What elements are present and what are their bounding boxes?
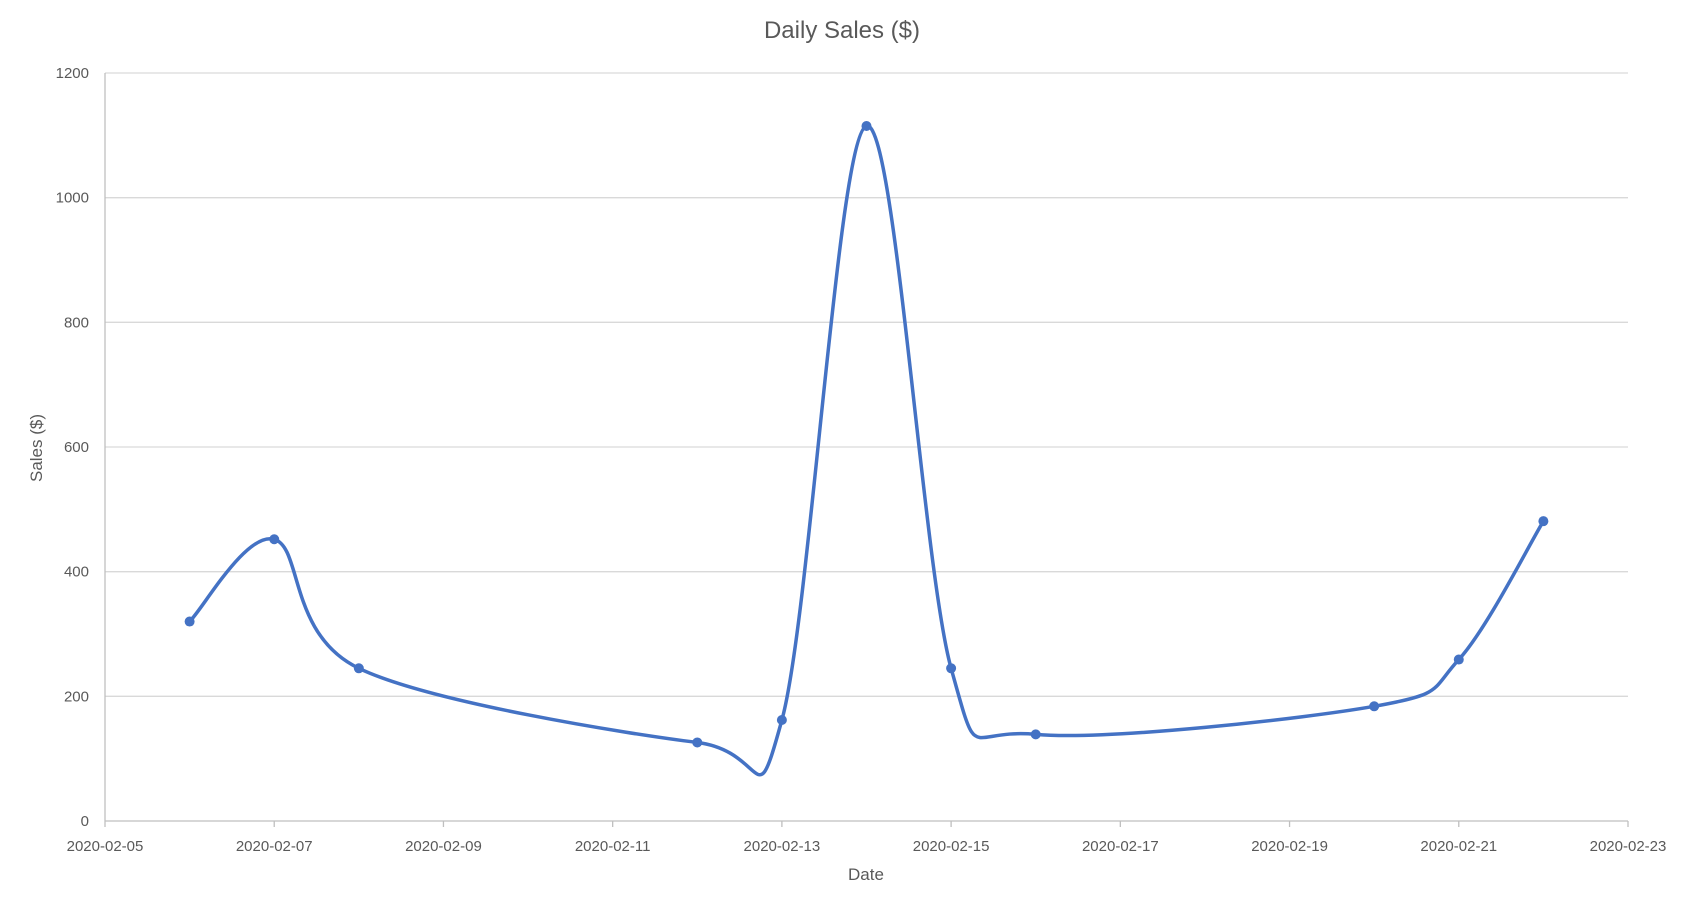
y-tick-labels: 0 200 400 600 800 1000 1200 (56, 65, 89, 830)
x-tick-label: 2020-02-15 (913, 838, 990, 855)
x-tick-label: 2020-02-11 (575, 838, 651, 855)
data-point (1369, 701, 1380, 712)
y-tick-label: 1000 (56, 190, 89, 207)
y-tick-label: 200 (64, 688, 89, 705)
x-axis-title: Date (848, 865, 884, 884)
x-tick-labels: 2020-02-05 2020-02-07 2020-02-09 2020-02-11… (67, 838, 1667, 855)
y-tick-label: 600 (64, 439, 89, 456)
axes (104, 73, 1629, 827)
chart-title: Daily Sales ($) (764, 17, 920, 44)
x-tick-label: 2020-02-09 (405, 838, 482, 855)
data-point (692, 737, 703, 748)
x-tick-label: 2020-02-05 (67, 838, 144, 855)
data-point (353, 663, 364, 674)
data-point (1030, 729, 1041, 740)
y-tick-label: 400 (64, 564, 89, 581)
data-point (269, 534, 280, 545)
data-point (184, 616, 195, 627)
x-tick-label: 2020-02-21 (1420, 838, 1497, 855)
data-point (946, 663, 957, 674)
y-tick-label: 1200 (56, 65, 89, 82)
series (187, 124, 1546, 777)
data-markers (184, 120, 1549, 748)
series-line (187, 124, 1546, 777)
x-tick-label: 2020-02-13 (744, 838, 821, 855)
x-tick-label: 2020-02-17 (1082, 838, 1159, 855)
data-point (1453, 654, 1464, 665)
y-tick-label: 800 (64, 314, 89, 331)
y-tick-label: 0 (81, 813, 89, 830)
data-point (776, 715, 787, 726)
data-point (861, 120, 872, 131)
x-tick-label: 2020-02-23 (1590, 838, 1667, 855)
data-point (1538, 516, 1549, 527)
x-tick-label: 2020-02-19 (1251, 838, 1328, 855)
gridlines (105, 72, 1628, 697)
y-axis-title: Sales ($) (27, 414, 46, 482)
x-tick-label: 2020-02-07 (236, 838, 313, 855)
